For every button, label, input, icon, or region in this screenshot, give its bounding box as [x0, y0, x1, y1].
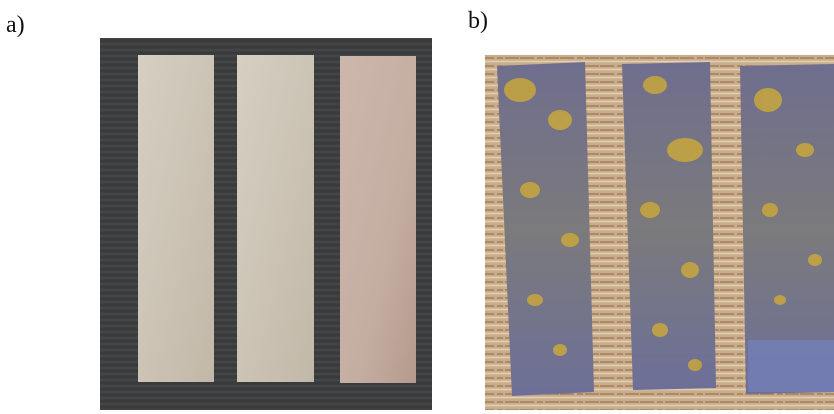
- page: a) b) (() => { const data = JSON.parse(d…: [0, 0, 834, 414]
- panel-a: a): [6, 12, 432, 410]
- steel-strip: [237, 55, 314, 382]
- panel-label: b): [468, 8, 488, 34]
- steel-strip: [340, 56, 416, 383]
- figure: a) b): [0, 0, 834, 414]
- steel-strip: [138, 55, 214, 382]
- bare-area: [748, 340, 834, 392]
- corroded-strip: [497, 62, 594, 396]
- panel-label: a): [6, 12, 25, 38]
- panel-b: b): [468, 8, 834, 410]
- corroded-strip: [622, 62, 716, 390]
